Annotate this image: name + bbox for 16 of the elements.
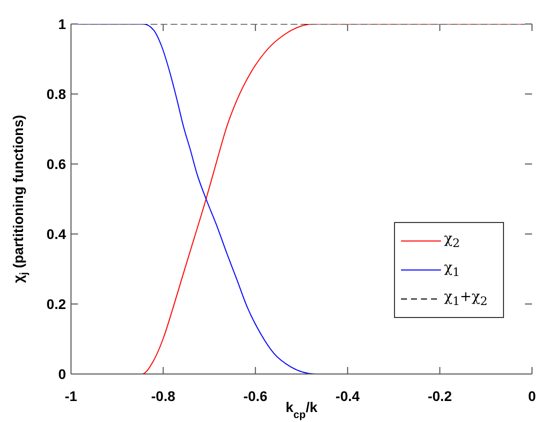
legend-label: χ$_{1}$ bbox=[444, 259, 460, 281]
x-tick-label: -0.8 bbox=[151, 388, 176, 404]
x-tick-label: -0.2 bbox=[428, 388, 452, 404]
legend-label: χ$_{2}$ bbox=[444, 230, 460, 252]
y-tick-label: 0.8 bbox=[46, 86, 66, 102]
x-axis-title: k$_{cp}$/k bbox=[286, 399, 318, 421]
x-tick-label: -0.4 bbox=[336, 388, 360, 404]
x-tick-label: 0 bbox=[528, 388, 536, 404]
y-tick-label: 0.4 bbox=[46, 226, 66, 242]
legend-label: χ$_{1}$+χ$_{2}$ bbox=[444, 288, 488, 310]
x-tick-label: -0.6 bbox=[243, 388, 268, 404]
x-tick-label: -1 bbox=[64, 388, 78, 404]
y-tick-label: 0.6 bbox=[46, 156, 66, 172]
y-tick-label: 0 bbox=[58, 366, 66, 382]
y-tick-label: 0.2 bbox=[46, 296, 66, 312]
y-tick-label: 1 bbox=[58, 16, 66, 32]
